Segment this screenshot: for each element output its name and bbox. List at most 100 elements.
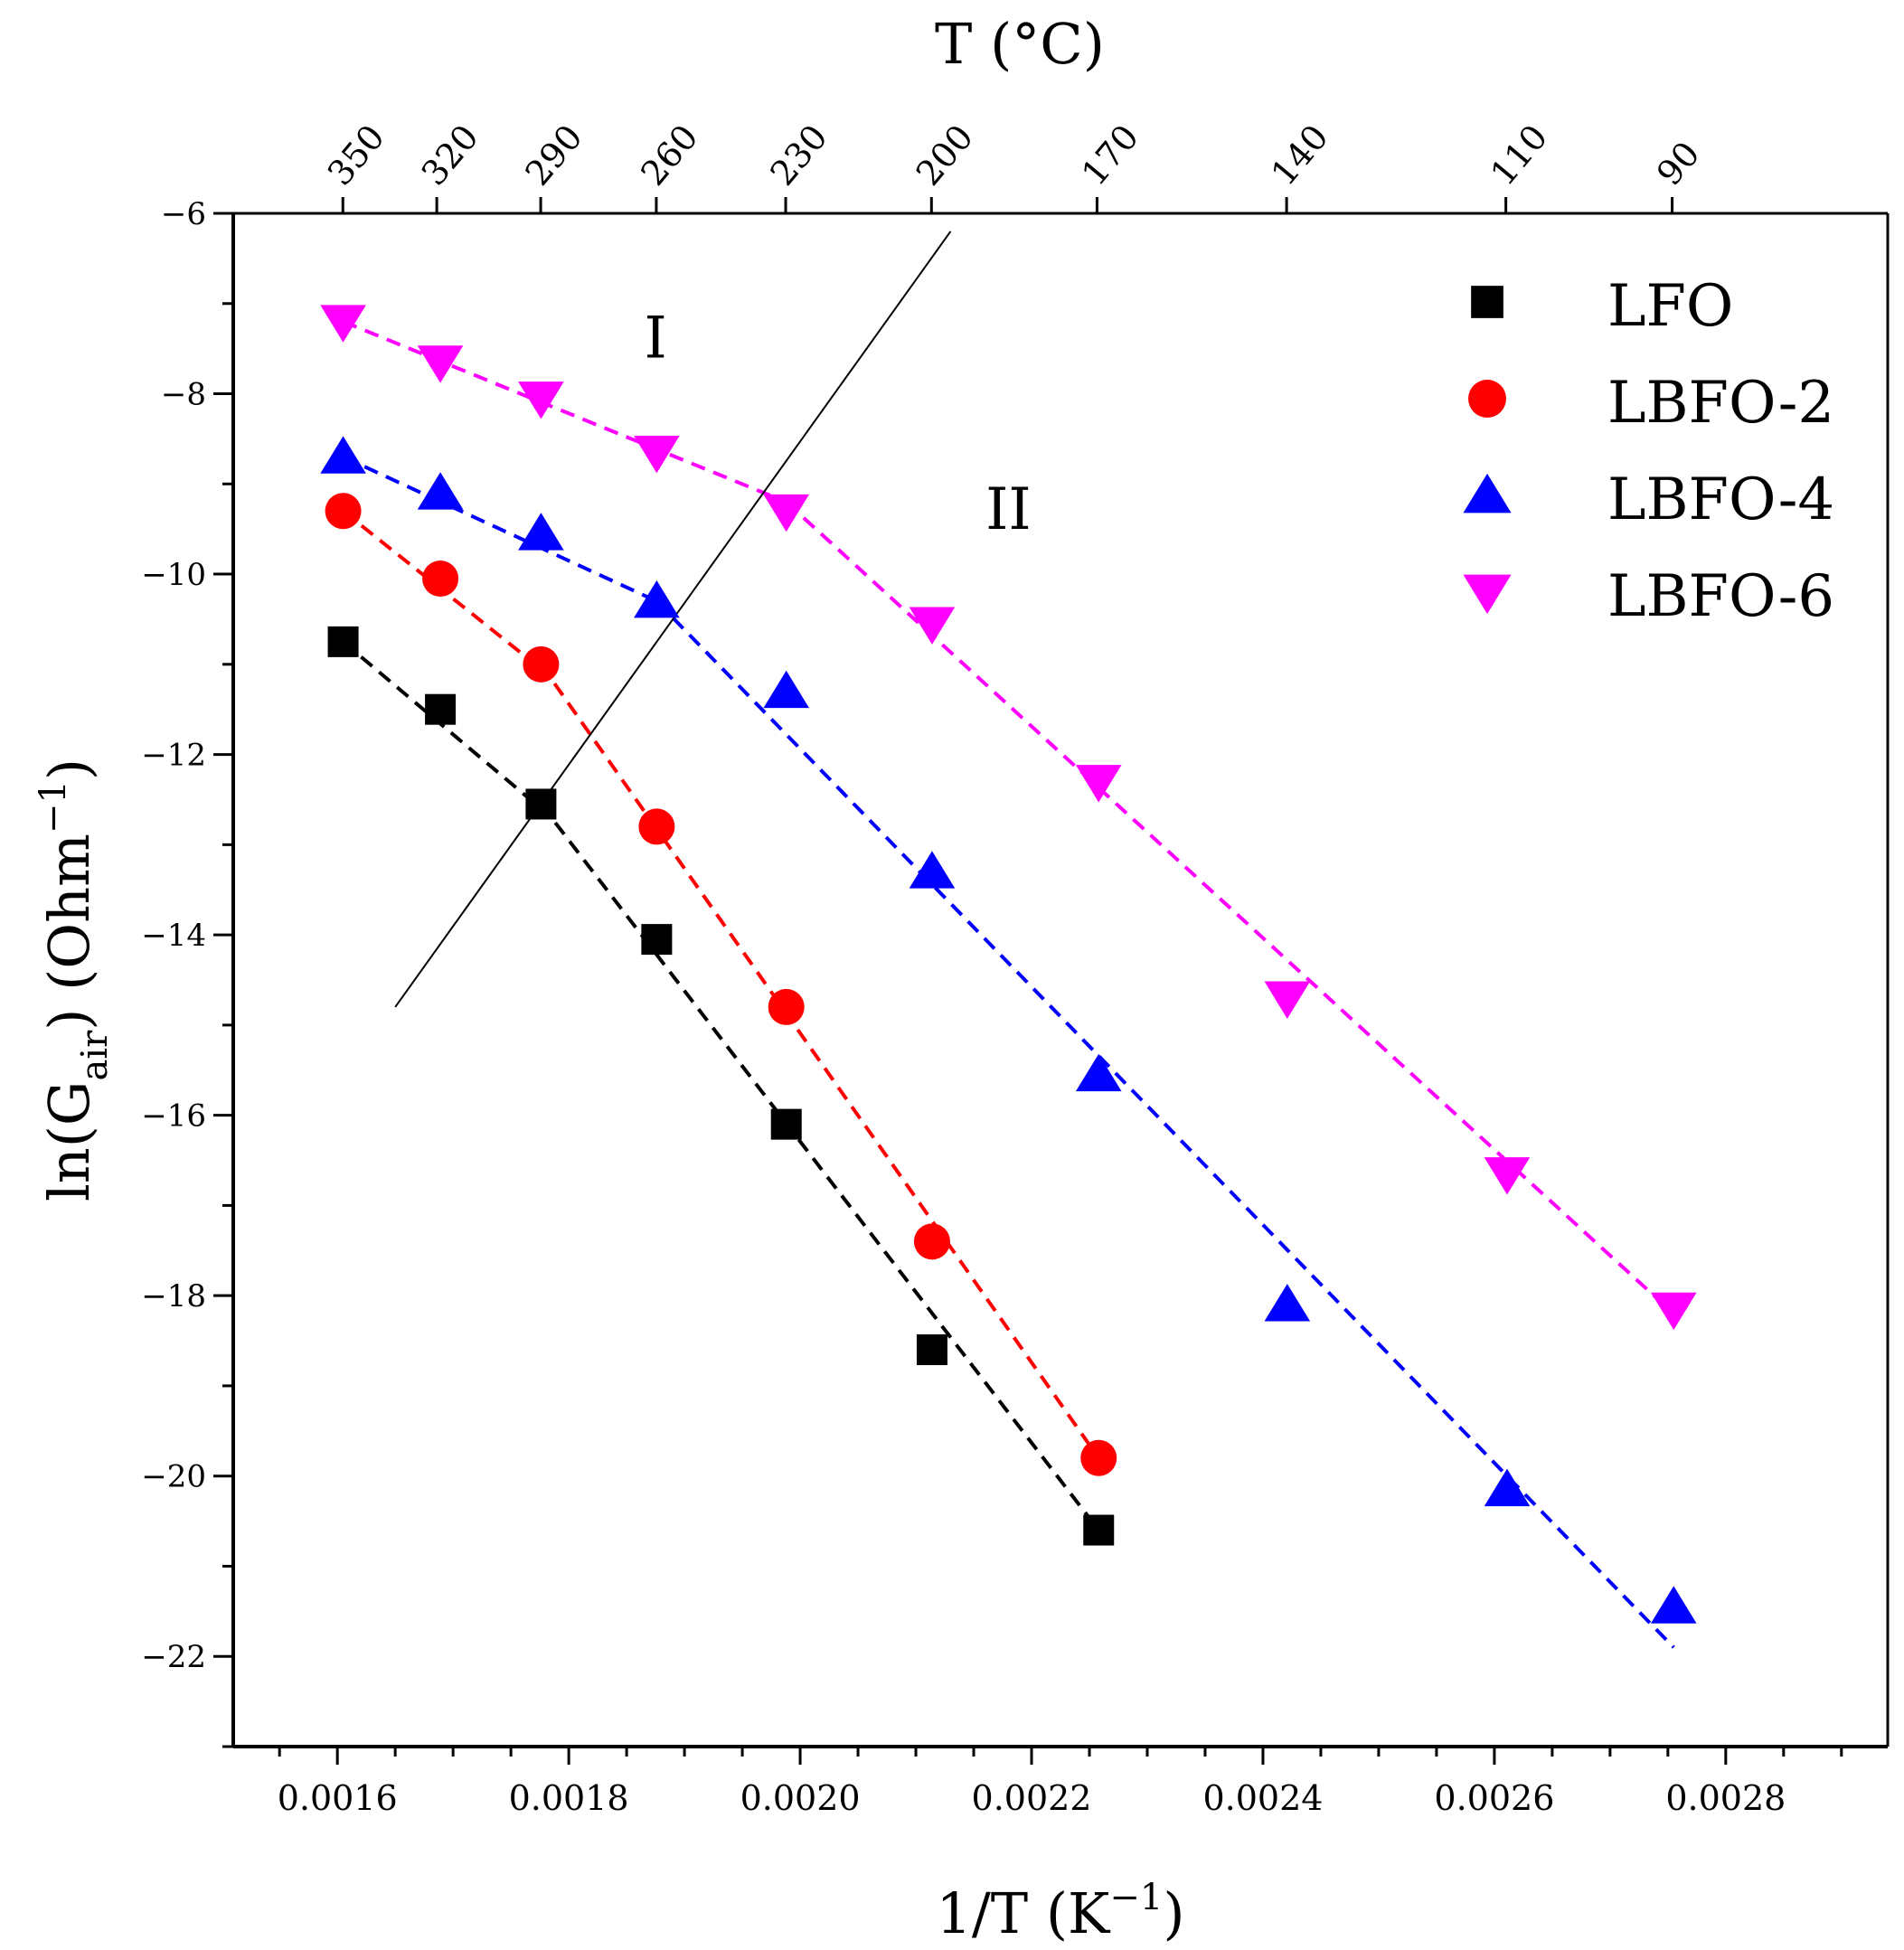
y-tick-label: −6 bbox=[161, 196, 206, 232]
top-tick-label-group: 200 bbox=[909, 118, 981, 193]
data-point-lbfo-6 bbox=[320, 305, 366, 343]
y-axis-title-sup: −1 bbox=[33, 780, 74, 834]
boundary-layer bbox=[394, 231, 952, 1008]
x-axis-title: 1/T (K−1) bbox=[936, 1877, 1184, 1946]
y-axis-title-end: ) bbox=[36, 758, 102, 780]
legend-label-lbfo-4: LBFO-4 bbox=[1607, 466, 1834, 533]
data-point-lbfo-6 bbox=[634, 435, 680, 474]
data-point-lbfo-2 bbox=[768, 988, 805, 1025]
top-tick-label-group: 110 bbox=[1483, 118, 1555, 193]
data-point-lbfo-6 bbox=[1075, 765, 1122, 803]
top-tick-label: 170 bbox=[1074, 118, 1146, 193]
data-point-lbfo-6 bbox=[1484, 1157, 1531, 1195]
data-point-lbfo-4 bbox=[1650, 1586, 1697, 1624]
x-tick-label: 0.0024 bbox=[1202, 1778, 1323, 1818]
top-tick-label-group: 140 bbox=[1263, 118, 1335, 193]
x-axis-title-sup: −1 bbox=[1109, 1877, 1163, 1918]
x-tick-label: 0.0026 bbox=[1434, 1778, 1554, 1818]
y-tick-label: −8 bbox=[161, 377, 206, 413]
data-point-lbfo-4 bbox=[763, 670, 810, 709]
legend: LFO LBFO-2 LBFO-4 LBFO-6 bbox=[1463, 273, 1834, 630]
legend-marker-lbfo-2 bbox=[1468, 380, 1506, 418]
fit-line-lbfo-2 bbox=[539, 663, 1100, 1459]
x-tick-label: 0.0022 bbox=[972, 1778, 1092, 1818]
region-label: II bbox=[985, 476, 1032, 543]
top-tick-label: 290 bbox=[517, 118, 589, 193]
legend-marker-lbfo-4 bbox=[1463, 473, 1512, 513]
legend-marker-lfo bbox=[1471, 286, 1503, 318]
data-point-lbfo-4 bbox=[320, 436, 366, 474]
data-point-lbfo-6 bbox=[518, 382, 564, 419]
data-point-lbfo-6 bbox=[909, 607, 956, 645]
y-tick-label: −12 bbox=[141, 738, 206, 774]
y-tick-label: −16 bbox=[141, 1098, 206, 1135]
data-point-lbfo-4 bbox=[518, 513, 564, 551]
top-tick-label: 110 bbox=[1483, 118, 1555, 193]
top-tick-label-group: 260 bbox=[633, 118, 705, 193]
data-point-lbfo-2 bbox=[422, 561, 459, 598]
fit-line-lbfo-6 bbox=[342, 319, 787, 504]
top-tick-label: 90 bbox=[1649, 134, 1708, 193]
y-axis-title-sub: air bbox=[74, 1030, 116, 1081]
data-point-lfo bbox=[916, 1334, 947, 1366]
top-tick-label: 230 bbox=[762, 118, 834, 193]
top-tick-label-group: 350 bbox=[320, 118, 392, 193]
data-point-lbfo-2 bbox=[913, 1223, 950, 1260]
region-label: I bbox=[644, 306, 666, 372]
data-point-lfo bbox=[770, 1108, 802, 1140]
x-tick-label: 0.0018 bbox=[509, 1778, 629, 1818]
data-point-lbfo-2 bbox=[325, 493, 362, 530]
y-axis-title: ln(Gair) (Ohm−1) bbox=[33, 758, 116, 1201]
labels-layer: −6 −8 −10 −12 −14 −16 −18 −20 −22 0.0016 0.0018 0.0… bbox=[33, 11, 1786, 1946]
data-point-lfo bbox=[327, 626, 359, 657]
top-tick-label: 200 bbox=[909, 118, 981, 193]
top-tick-label: 320 bbox=[414, 118, 486, 193]
data-point-lbfo-4 bbox=[1264, 1284, 1311, 1322]
markers-layer bbox=[320, 305, 1697, 1624]
data-point-lfo bbox=[425, 693, 457, 725]
x-tick-label: 0.0028 bbox=[1665, 1778, 1786, 1818]
fit-line-lbfo-4 bbox=[342, 455, 658, 603]
plot-frame-layer bbox=[231, 212, 1890, 1748]
y-tick-label: −20 bbox=[141, 1459, 206, 1495]
top-tick-label: 260 bbox=[633, 118, 705, 193]
x-axis-title-end: ) bbox=[1163, 1880, 1184, 1946]
x-tick-label: 0.0016 bbox=[278, 1778, 398, 1818]
top-tick-label-group: 290 bbox=[517, 118, 589, 193]
legend-marker-lbfo-6 bbox=[1463, 574, 1512, 615]
data-point-lbfo-6 bbox=[417, 345, 464, 383]
data-point-lbfo-4 bbox=[417, 472, 464, 510]
data-point-lbfo-6 bbox=[1650, 1292, 1697, 1331]
top-tick-label: 350 bbox=[320, 118, 392, 193]
legend-label-lbfo-2: LBFO-2 bbox=[1607, 370, 1834, 437]
y-tick-label: −22 bbox=[141, 1639, 206, 1675]
fit-lines-layer bbox=[342, 319, 1675, 1649]
top-tick-label-group: 90 bbox=[1649, 134, 1708, 193]
data-point-lfo bbox=[1083, 1514, 1115, 1546]
data-point-lbfo-4 bbox=[1075, 1053, 1122, 1092]
y-axis-title-mid: ) (Ohm bbox=[36, 834, 102, 1031]
y-tick-label: −18 bbox=[141, 1278, 206, 1314]
data-point-lbfo-6 bbox=[1264, 981, 1311, 1019]
top-tick-label-group: 170 bbox=[1074, 118, 1146, 193]
data-point-lbfo-6 bbox=[763, 494, 810, 532]
fit-line-lbfo-4 bbox=[655, 599, 1675, 1649]
data-point-lfo bbox=[525, 788, 557, 820]
top-tick-label-group: 230 bbox=[762, 118, 834, 193]
data-point-lbfo-4 bbox=[634, 579, 680, 618]
data-point-lbfo-2 bbox=[523, 645, 560, 683]
x-axis-title-main: 1/T (K bbox=[936, 1880, 1111, 1946]
y-tick-label: −10 bbox=[141, 557, 206, 593]
fit-line-lfo bbox=[342, 640, 542, 810]
data-point-lbfo-4 bbox=[909, 851, 956, 889]
x-tick-label: 0.0020 bbox=[740, 1778, 861, 1818]
top-axis-title: T (°C) bbox=[935, 11, 1105, 77]
y-tick-label: −14 bbox=[141, 918, 206, 954]
legend-label-lbfo-6: LBFO-6 bbox=[1607, 563, 1834, 630]
top-tick-label-group: 320 bbox=[414, 118, 486, 193]
data-point-lbfo-2 bbox=[638, 808, 675, 845]
legend-label-lfo: LFO bbox=[1607, 273, 1733, 340]
y-axis-title-main: ln(G bbox=[36, 1081, 102, 1201]
top-tick-label: 140 bbox=[1263, 118, 1335, 193]
